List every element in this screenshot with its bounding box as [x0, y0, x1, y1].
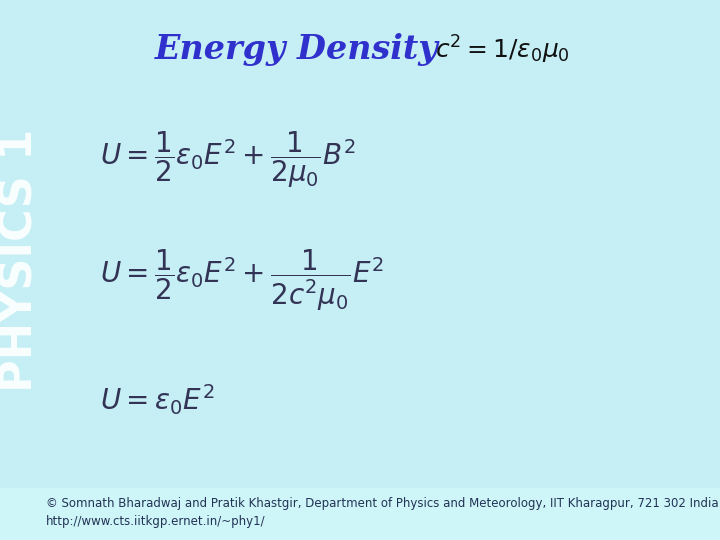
- Text: $U = \dfrac{1}{2}\epsilon_0 E^2 + \dfrac{1}{2c^2\mu_0} E^2$: $U = \dfrac{1}{2}\epsilon_0 E^2 + \dfrac…: [100, 247, 384, 313]
- Text: Energy Density: Energy Density: [155, 33, 438, 66]
- Text: $U = \dfrac{1}{2}\epsilon_0 E^2 + \dfrac{1}{2\mu_0} B^2$: $U = \dfrac{1}{2}\epsilon_0 E^2 + \dfrac…: [100, 130, 356, 190]
- Text: © Somnath Bharadwaj and Pratik Khastgir, Department of Physics and Meteorology, : © Somnath Bharadwaj and Pratik Khastgir,…: [46, 497, 719, 510]
- Text: http://www.cts.iitkgp.ernet.in/~phy1/: http://www.cts.iitkgp.ernet.in/~phy1/: [46, 516, 266, 529]
- Text: $U = \epsilon_0 E^2$: $U = \epsilon_0 E^2$: [100, 383, 215, 417]
- Text: $c^2 = 1/\epsilon_0\mu_0$: $c^2 = 1/\epsilon_0\mu_0$: [435, 34, 570, 66]
- Text: PHYSICS 1: PHYSICS 1: [0, 129, 42, 392]
- Bar: [0, 0, 40, 540]
- Bar: [0, 488, 720, 540]
